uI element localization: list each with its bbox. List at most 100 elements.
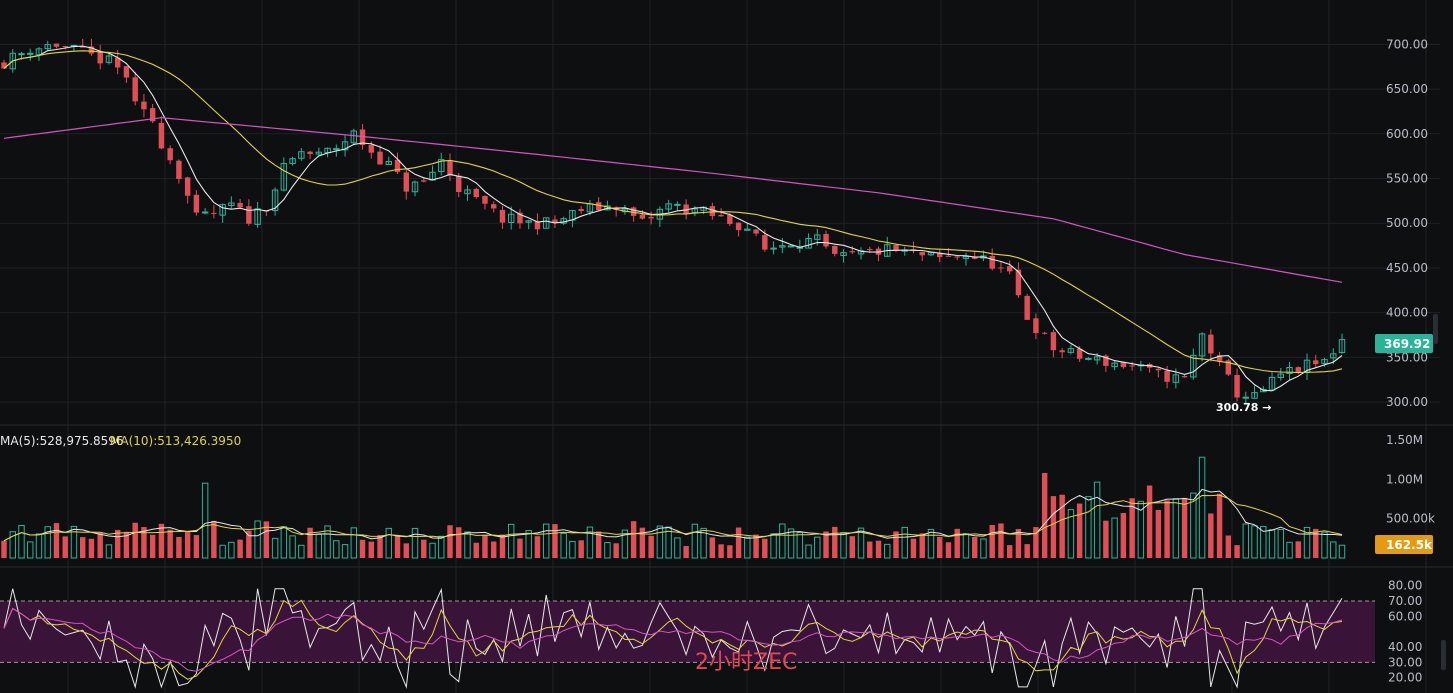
volume-ma5-line [3,488,1343,542]
price-tick-label: 550.00 [1386,172,1428,186]
candle-body [1216,355,1223,361]
volume-bar [508,523,515,559]
volume-bar [1251,525,1258,559]
volume-bar [927,528,935,559]
current-price-tag: 369.92 [1375,334,1433,353]
volume-tick-label: 500.00k [1386,512,1435,526]
volume-bar [79,537,86,558]
volume-bar [123,531,130,558]
candle-body [1321,359,1328,364]
candle-body [456,175,462,192]
candle-body [1198,333,1206,357]
candle-body [193,194,200,213]
volume-tick-label: 1.50M [1386,433,1423,447]
volume-bar [1225,535,1232,558]
volume-bar [867,541,873,558]
volume-bar [648,535,654,558]
volume-ma10-line [3,494,1343,542]
volume-bar [1137,500,1145,559]
price-scale-handle[interactable] [1433,314,1438,344]
volume-bar [893,531,899,558]
volume-bar [271,537,279,559]
candle-body [315,151,323,155]
candle-body [744,228,751,231]
candle-body [219,204,226,216]
volume-bar [595,531,602,558]
volume-bar [1295,541,1301,558]
volume-bar [438,535,445,559]
volume-bar [1067,509,1075,559]
volume-bar [1120,513,1127,558]
candle-body [1295,367,1301,373]
volume-bar [787,528,795,559]
candle-body [998,267,1004,269]
candle-body [438,159,445,172]
volume-bar [176,536,182,558]
volume-bar [1050,496,1057,558]
price-tick-label: 300.00 [1386,395,1428,409]
current-price-value: 369.92 [1384,337,1430,351]
volume-bar [324,525,331,559]
rsi-scale-handle[interactable] [1441,640,1446,670]
volume-bar [263,521,270,558]
candle-body [289,158,296,164]
volume-bar [1234,545,1240,558]
candle-body [770,247,777,250]
volume-bar [630,521,637,558]
volume-bar [805,544,812,559]
candle-body [517,212,523,224]
rsi-band [0,601,1375,663]
rsi-fast-line [3,587,1343,689]
candle-body [753,229,759,234]
volume-bar [735,527,742,558]
volume-bar [1041,472,1048,558]
current-volume-value: 162.5k [1386,538,1433,552]
volume-bar [840,531,847,559]
candle-body [499,209,506,223]
candle-body [595,202,602,211]
axis-labels: 700.00 650.00 600.00 550.00 500.00 450.00 400.… [1386,37,1435,684]
volume-bar [1129,498,1135,558]
volume-bar [586,526,594,559]
candle-body [691,208,699,213]
candle-body [1006,266,1013,272]
volume-bar [691,523,699,559]
candle-body [123,66,130,78]
volume-bar [499,534,506,558]
volume-bar [1198,456,1206,559]
volume-bar [683,546,689,558]
volume-bar [1,540,7,558]
price-tick-label: 600.00 [1386,127,1428,141]
volume-bar [482,534,488,558]
candle-body [35,48,43,56]
volume-bar [201,482,209,559]
volume-bar [62,536,68,558]
volume-bar [9,531,16,559]
candle-body [552,219,558,224]
candle-body [639,214,646,219]
price-tick-label: 350.00 [1386,350,1428,364]
volume-bar [569,540,576,559]
candle-body [1033,318,1039,334]
volume-bar [718,544,724,558]
rsi-tick-label: 80.00 [1388,579,1422,593]
volume-bar [727,545,733,558]
volume-bar [1172,498,1180,559]
volume-bar [35,533,43,559]
candle-body [394,159,401,172]
candle-body [735,222,742,231]
volume-bar [604,541,611,559]
volume-bar [97,532,103,558]
candle-body [385,161,392,166]
volume-bar [1286,541,1293,559]
candle-body [1093,356,1101,361]
candle-body [280,162,288,191]
volume-bar [525,530,532,559]
volume-bar [228,541,235,559]
volume-bar [1260,526,1267,559]
volume-bar [70,525,78,559]
candle-body [132,77,138,102]
candle-body [1041,332,1048,334]
